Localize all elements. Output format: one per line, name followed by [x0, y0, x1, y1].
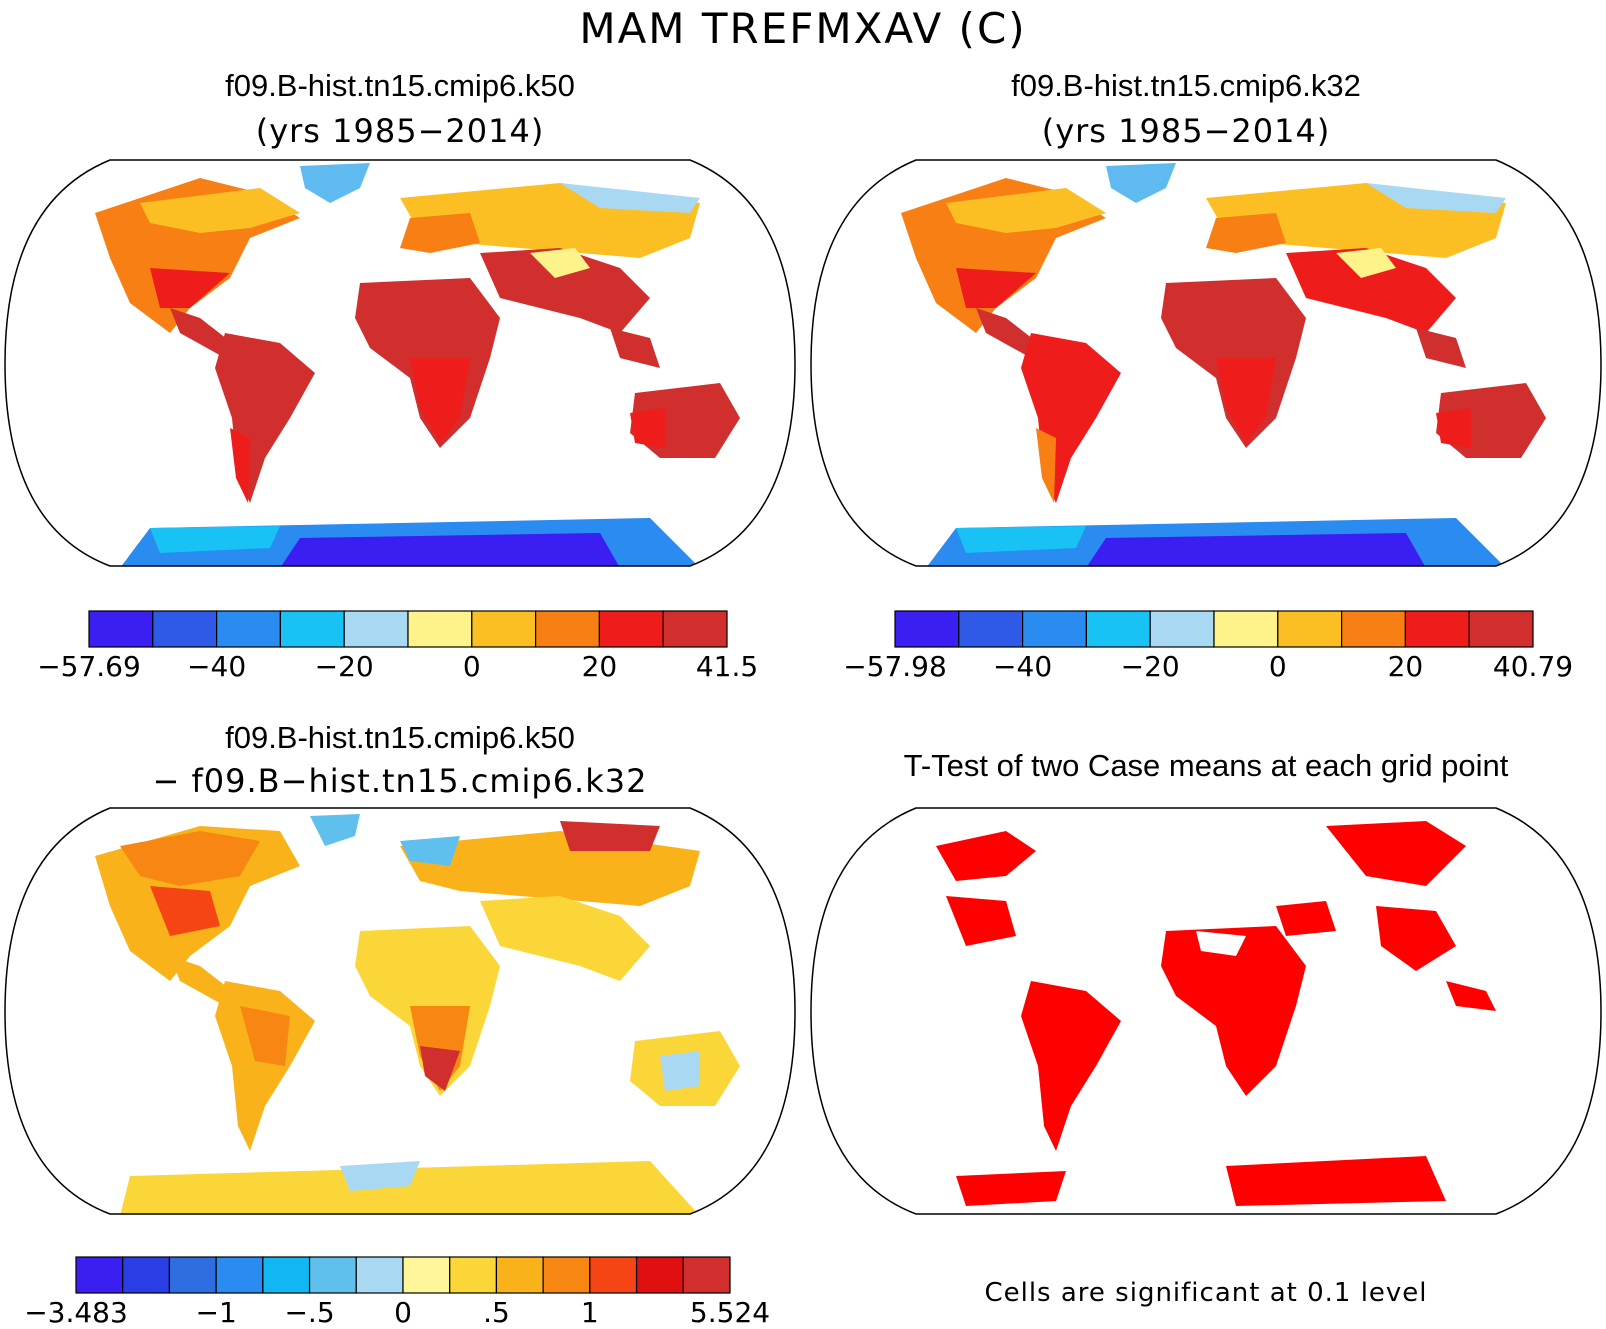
colorbar-label: −40 — [187, 650, 247, 683]
land-fill — [95, 163, 740, 566]
panel-br-title: T-Test of two Case means at each grid po… — [903, 748, 1509, 783]
panel-tl-colorbar — [88, 610, 728, 648]
panel-tl-title: f09.B-hist.tn15.cmip6.k50 — [225, 68, 575, 103]
significance-footnote: Cells are significant at 0.1 level — [984, 1278, 1428, 1308]
colorbar-label: 0 — [462, 650, 481, 683]
colorbar-box — [682, 1256, 731, 1294]
colorbar-label: −3.483 — [24, 1296, 128, 1329]
panel-tr-title: f09.B-hist.tn15.cmip6.k32 — [1011, 68, 1361, 103]
colorbar-box — [308, 1256, 357, 1294]
colorbar-box — [1468, 610, 1534, 648]
colorbar-box — [535, 610, 601, 648]
colorbar-box — [635, 1256, 684, 1294]
colorbar-box — [1341, 610, 1407, 648]
panel-tl-map — [4, 159, 796, 567]
colorbar-box — [402, 1256, 451, 1294]
colorbar-box — [75, 1256, 124, 1294]
panel-bl-title: f09.B-hist.tn15.cmip6.k50 — [225, 720, 575, 755]
land-fill — [95, 814, 740, 1214]
colorbar-box — [215, 1256, 264, 1294]
colorbar-box — [262, 1256, 311, 1294]
colorbar-box — [958, 610, 1024, 648]
colorbar-label: 20 — [1387, 650, 1424, 683]
colorbar-box — [407, 610, 473, 648]
colorbar-label: 5.524 — [689, 1296, 771, 1329]
colorbar-box — [598, 610, 664, 648]
colorbar-label: 41.5 — [695, 650, 759, 683]
colorbar-label: −20 — [1120, 650, 1180, 683]
panel-tr-subtitle: (yrs 1985−2014) — [1041, 112, 1331, 150]
panel-br-map — [810, 807, 1602, 1215]
panel-tl-subtitle: (yrs 1985−2014) — [255, 112, 545, 150]
colorbar-box — [216, 610, 282, 648]
colorbar-box — [88, 610, 154, 648]
colorbar-box — [1277, 610, 1343, 648]
colorbar-label: 0 — [1268, 650, 1287, 683]
panel-bl-subtitle: − f09.B−hist.tn15.cmip6.k32 — [152, 762, 648, 800]
colorbar-label: 40.79 — [1492, 650, 1574, 683]
colorbar-box — [449, 1256, 498, 1294]
colorbar-box — [1149, 610, 1215, 648]
colorbar-label: −40 — [993, 650, 1053, 683]
colorbar-box — [662, 610, 728, 648]
colorbar-box — [542, 1256, 591, 1294]
figure-title: MAM TREFMXAV (C) — [579, 4, 1027, 53]
colorbar-box — [122, 1256, 171, 1294]
colorbar-box — [589, 1256, 638, 1294]
colorbar-box — [495, 1256, 544, 1294]
panel-bl-map — [4, 807, 796, 1215]
panel-tr-map — [810, 159, 1602, 567]
colorbar-box — [168, 1256, 217, 1294]
colorbar-label: −.5 — [284, 1296, 335, 1329]
colorbar-label: 20 — [581, 650, 618, 683]
land-fill — [901, 163, 1546, 566]
colorbar-box — [471, 610, 537, 648]
colorbar-box — [343, 610, 409, 648]
colorbar-box — [1022, 610, 1088, 648]
colorbar-label: −57.69 — [37, 650, 141, 683]
colorbar-box — [1085, 610, 1151, 648]
colorbar-label: 0 — [394, 1296, 412, 1329]
colorbar-box — [1404, 610, 1470, 648]
colorbar-label: .5 — [483, 1296, 510, 1329]
colorbar-label: −1 — [195, 1296, 237, 1329]
panel-tr-colorbar — [894, 610, 1534, 648]
colorbar-box — [152, 610, 218, 648]
colorbar-box — [894, 610, 960, 648]
colorbar-box — [1213, 610, 1279, 648]
colorbar-label: −57.98 — [843, 650, 947, 683]
colorbar-box — [355, 1256, 404, 1294]
colorbar-label: 1 — [580, 1296, 599, 1329]
colorbar-label: −20 — [314, 650, 374, 683]
panel-bl-colorbar — [75, 1256, 731, 1294]
colorbar-box — [279, 610, 345, 648]
significant-cells — [936, 821, 1496, 1206]
